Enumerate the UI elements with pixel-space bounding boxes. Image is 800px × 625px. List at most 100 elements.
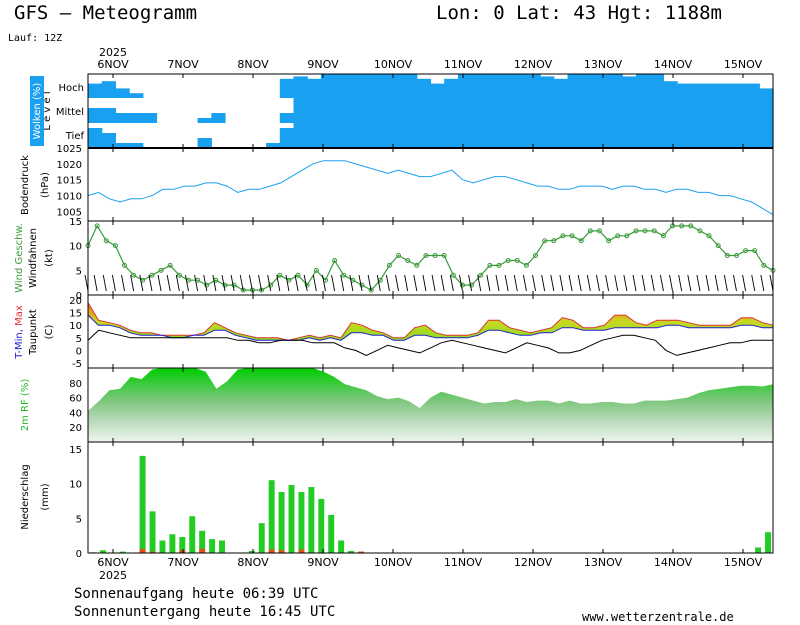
wind-barb xyxy=(148,274,153,292)
wind-point xyxy=(505,257,511,263)
precip-tick-label: 15 xyxy=(69,445,82,456)
cloud-cell xyxy=(430,123,445,148)
wind-point xyxy=(523,262,529,268)
wind-point xyxy=(715,243,721,249)
cloud-cell xyxy=(115,88,130,98)
precip-axis-label: Niederschlag xyxy=(20,464,31,529)
date-label-bottom: 7NOV xyxy=(167,556,199,569)
pressure-line xyxy=(87,160,774,216)
wind-barb xyxy=(276,274,281,292)
cloud-cell xyxy=(129,93,144,98)
precip-snow-bar xyxy=(358,551,364,553)
wind-point xyxy=(688,223,694,229)
wind-point xyxy=(313,267,319,273)
cloud-cell xyxy=(362,123,377,148)
cloud-cell xyxy=(540,123,555,148)
precip-snow-bar xyxy=(298,549,305,553)
tmax-line xyxy=(87,302,774,341)
cloud-cell xyxy=(499,74,514,98)
cloud-cell xyxy=(745,123,760,148)
wind-point xyxy=(450,272,456,278)
cloud-cell xyxy=(197,138,212,148)
wind-barb xyxy=(358,274,363,292)
wind-point xyxy=(624,233,630,239)
wind-barb xyxy=(605,274,610,292)
wind-barb xyxy=(751,274,756,292)
cloud-cell xyxy=(101,108,116,123)
wind-point xyxy=(112,243,118,249)
cloud-cell xyxy=(307,123,322,148)
cloud-cell xyxy=(759,98,774,123)
cloud-cell xyxy=(334,98,349,123)
precip-bar xyxy=(159,540,166,553)
wind-point xyxy=(551,238,557,244)
wind-point xyxy=(469,282,475,288)
cloud-cell xyxy=(307,78,322,98)
cloud-cell xyxy=(690,98,706,123)
cloud-cell xyxy=(485,123,500,148)
wind-point xyxy=(204,282,210,288)
cloud-axis-label: Wolken (%) xyxy=(32,83,43,140)
temperature-tick-label: 0 xyxy=(76,346,82,357)
wind-point xyxy=(432,253,438,259)
cloud-cell xyxy=(608,74,623,98)
wind-point xyxy=(222,282,228,288)
cloud-cell xyxy=(115,143,130,148)
wind-point xyxy=(131,272,137,278)
wind-barb xyxy=(687,274,692,292)
wind-point xyxy=(423,253,429,259)
wind-unit-label: (kt) xyxy=(44,249,55,267)
wind-barb xyxy=(586,274,591,292)
precip-bar xyxy=(149,511,156,553)
wind-barb xyxy=(422,274,427,292)
cloud-cell xyxy=(759,88,774,98)
humidity-tick-label: 20 xyxy=(69,423,82,434)
wind-barb xyxy=(449,274,454,292)
wind-barb xyxy=(294,274,299,292)
cloud-level-axis-label: L e v e l xyxy=(42,91,53,130)
cloud-cell xyxy=(636,74,651,98)
cloud-cell xyxy=(581,123,596,148)
precip-snow-bar xyxy=(268,549,275,553)
cloud-cell xyxy=(704,83,719,98)
wind-point xyxy=(596,228,602,234)
wind-tick-label: 5 xyxy=(76,266,82,277)
wind-barb xyxy=(577,274,582,292)
cloud-cell xyxy=(663,123,678,148)
cloud-cell xyxy=(389,123,404,148)
cloud-cell xyxy=(471,98,486,123)
wind-barb xyxy=(312,274,317,292)
wind-barb xyxy=(111,274,116,292)
wind-point xyxy=(478,272,484,278)
cloud-cell xyxy=(485,74,500,98)
wind-point xyxy=(487,262,493,268)
cloud-cell xyxy=(622,76,637,98)
cloud-cell xyxy=(540,98,555,123)
year-label-bottom: 2025 xyxy=(99,569,127,582)
cloud-cell xyxy=(320,74,336,98)
wind-point xyxy=(761,262,767,268)
cloud-cell xyxy=(622,123,637,148)
date-label-top: 7NOV xyxy=(167,58,199,71)
cloud-cell xyxy=(457,123,473,148)
cloud-cell xyxy=(88,108,103,123)
precip-bar xyxy=(278,491,285,553)
wind-point xyxy=(396,253,402,259)
cloud-cell xyxy=(444,123,459,148)
cloud-cell xyxy=(499,98,514,123)
wind-point xyxy=(560,233,566,239)
precip-bar xyxy=(308,487,315,553)
wind-point xyxy=(277,272,283,278)
wind-tick-label: 10 xyxy=(69,242,82,253)
wind-point xyxy=(679,223,685,229)
cloud-cell xyxy=(279,78,295,98)
wind-point xyxy=(249,287,255,293)
source-credit[interactable]: www.wetterzentrale.de xyxy=(582,610,734,624)
date-label-bottom: 13NOV xyxy=(584,556,623,569)
wind-point xyxy=(295,272,301,278)
cloud-cell xyxy=(622,98,637,123)
cloud-cell xyxy=(375,98,390,123)
wind-point xyxy=(660,233,666,239)
cloud-cell xyxy=(197,118,212,123)
date-label-bottom: 12NOV xyxy=(514,556,553,569)
